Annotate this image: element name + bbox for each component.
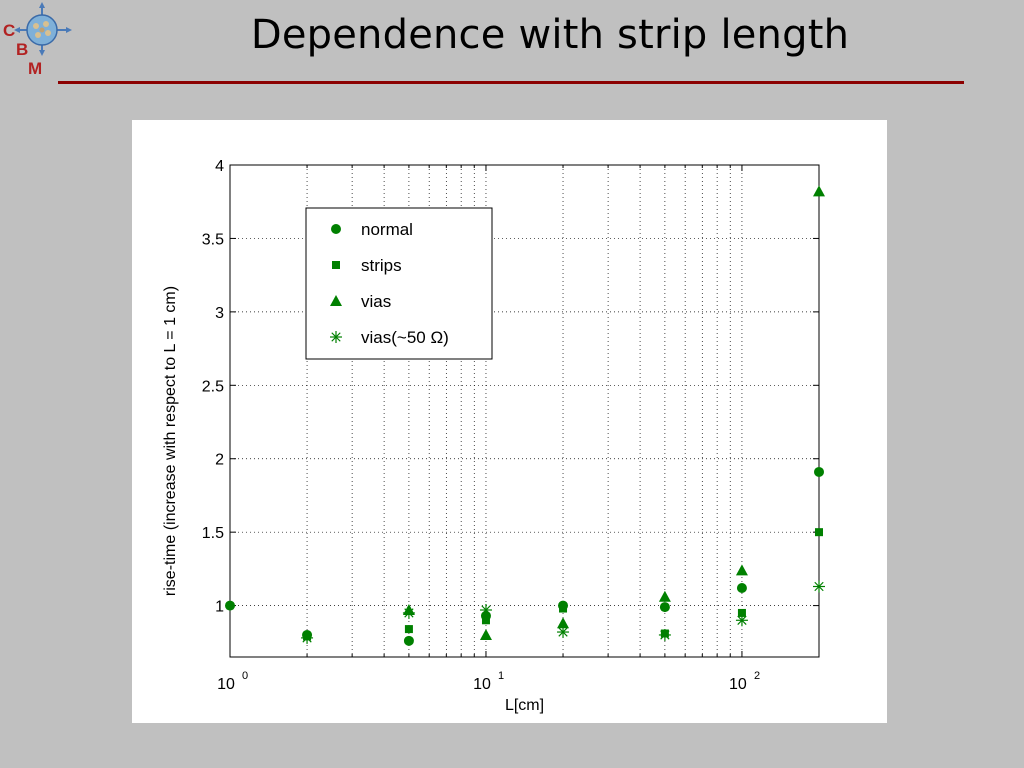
chart-legend: normal strips vias vias(~50 Ω) [305,207,493,360]
slide-title: Dependence with strip length [250,12,850,58]
axis-ticks: 1 1.5 2 2.5 3 3.5 4 10 0 10 1 10 2 [202,158,820,693]
y-tick-label: 3.5 [202,231,224,248]
data-point-asterisk [813,580,825,593]
y-axis-label: rise-time (increase with respect to L = … [162,286,179,596]
data-point-square [481,616,490,625]
data-point-square [737,608,746,617]
y-tick-label: 2 [215,452,224,469]
data-point-circle [225,600,235,611]
legend-marker-square [332,261,340,269]
y-tick-label: 2.5 [202,378,224,395]
data-point-asterisk [735,614,748,627]
legend-label: vias [361,292,391,311]
logo-emblem-icon [14,2,72,56]
data-point-triangle [735,564,748,576]
legend-marker-circle [331,224,341,234]
data-point-triangle [557,617,570,629]
data-point-square [404,625,413,634]
x-tick-exponent: 1 [498,670,504,682]
logo-letter-c: C [3,21,15,40]
data-point-triangle [813,185,825,197]
axes-frame [229,164,820,658]
data-point-circle [814,466,824,477]
data-point-asterisk [479,604,492,617]
logo-letter-b: B [16,40,28,59]
cbm-logo: C B M [3,2,72,78]
data-point-asterisk [301,631,314,644]
x-tick-label: 10 [729,676,747,693]
x-tick-label: 10 [217,676,235,693]
data-point-circle [659,602,670,613]
title-divider [58,81,964,84]
x-tick-exponent: 0 [242,670,248,682]
data-point-square [559,604,568,613]
data-markers [225,185,825,646]
y-tick-label: 3 [215,305,224,322]
data-point-square [815,528,823,537]
y-tick-label: 1 [215,599,224,616]
data-point-circle [403,635,414,646]
x-axis-label: L[cm] [505,697,544,714]
legend-label: vias(~50 Ω) [361,328,449,347]
legend-label: normal [361,220,413,239]
data-point-triangle [658,590,671,602]
chart-panel: 1 1.5 2 2.5 3 3.5 4 10 0 10 1 10 2 L[cm] rise-time (… [132,120,887,723]
x-tick-exponent: 2 [754,670,760,682]
legend-marker-triangle [330,295,342,306]
scatter-chart: 1 1.5 2 2.5 3 3.5 4 10 0 10 1 10 2 L[cm] rise-time (… [162,158,825,714]
data-point-circle [736,582,747,593]
data-point-asterisk [658,628,671,641]
data-point-asterisk [557,626,570,639]
x-tick-label: 10 [473,676,491,693]
data-point-triangle [479,628,492,640]
y-tick-label: 4 [215,158,224,175]
y-tick-label: 1.5 [202,525,224,542]
logo-letter-m: M [28,59,42,78]
legend-marker-asterisk [330,331,342,343]
legend-label: strips [361,256,402,275]
data-point-asterisk [402,606,415,619]
